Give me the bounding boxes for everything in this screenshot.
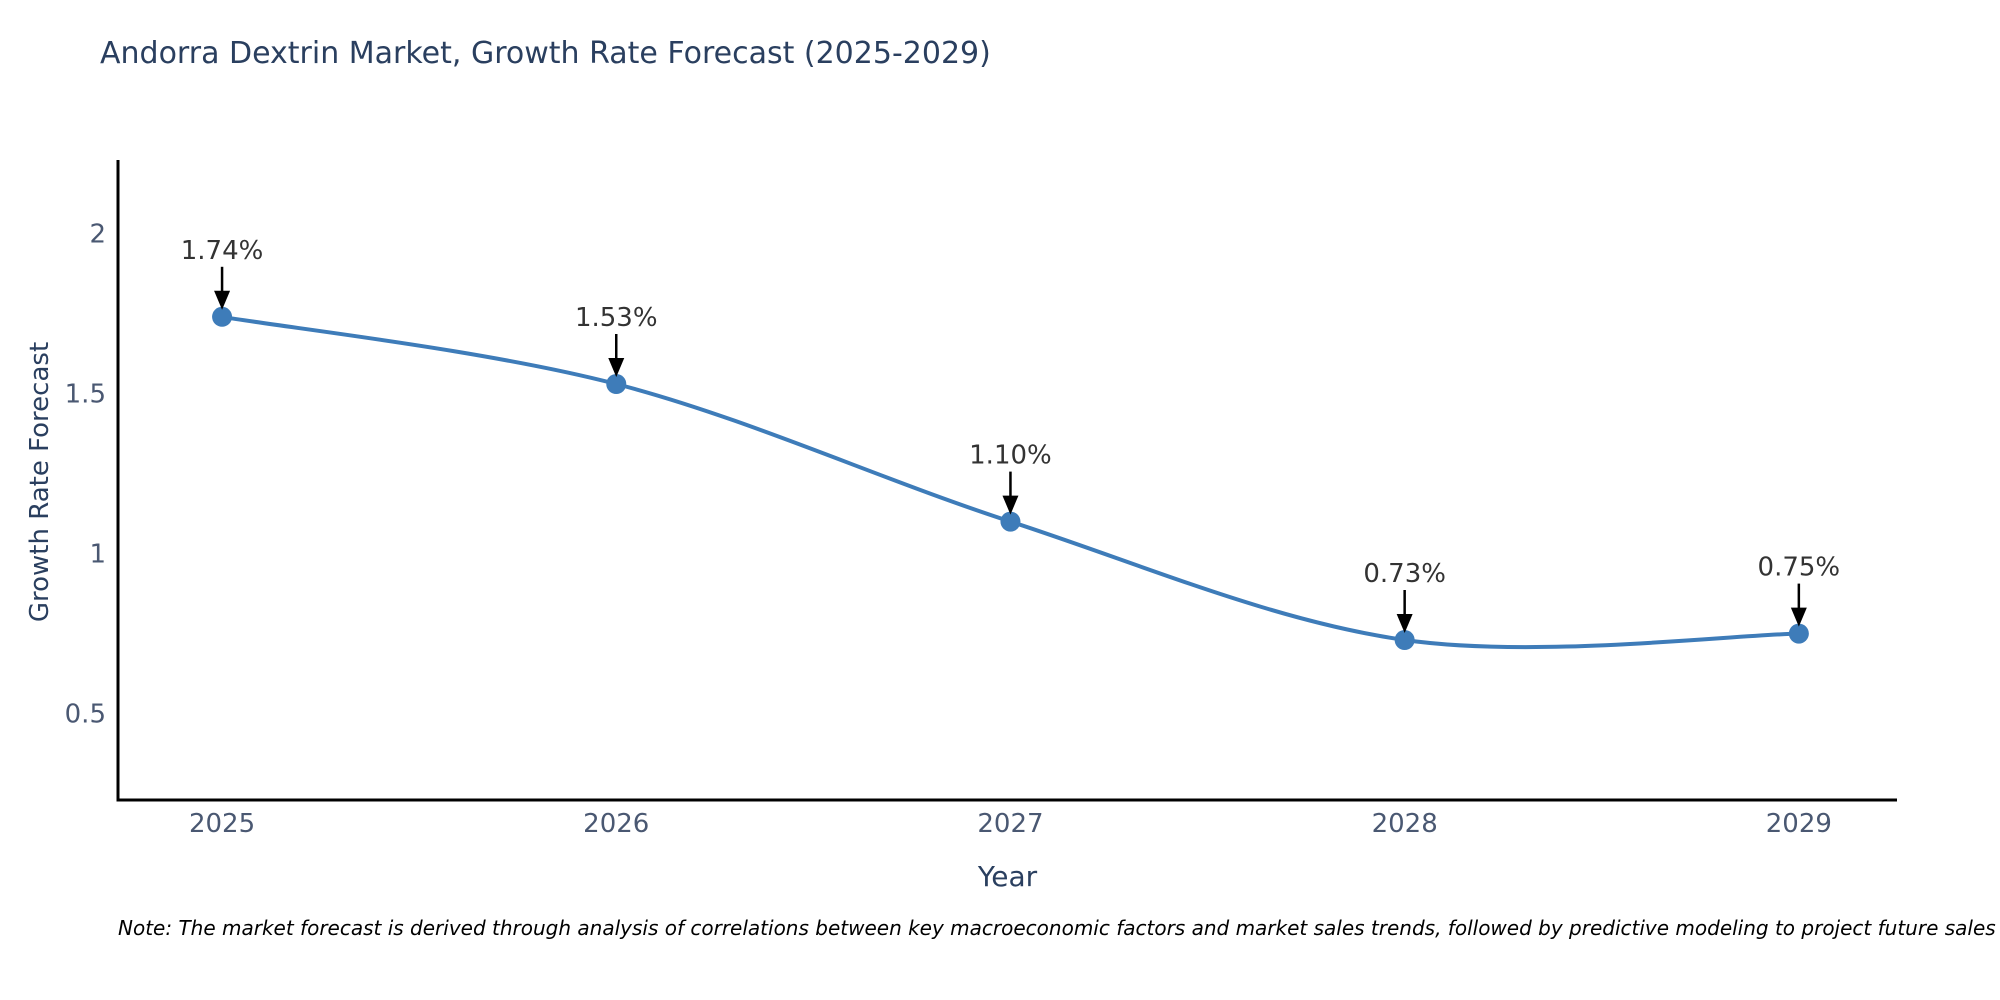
data-point-marker <box>212 306 233 327</box>
y-tick-label: 0.5 <box>65 700 106 730</box>
point-value-label: 0.75% <box>1758 553 1841 583</box>
y-tick-label: 1 <box>89 540 106 570</box>
x-tick-label: 2029 <box>1766 809 1832 839</box>
point-value-label: 1.74% <box>181 236 264 266</box>
y-axis-title: Growth Rate Forecast <box>25 341 55 623</box>
annotation-arrowhead-icon <box>1002 495 1019 515</box>
annotation-arrowhead-icon <box>214 290 231 310</box>
y-tick-label: 2 <box>89 220 106 250</box>
data-point-marker <box>1394 630 1415 650</box>
point-value-label: 1.53% <box>575 303 658 333</box>
chart-title: Andorra Dextrin Market, Growth Rate Fore… <box>100 36 991 71</box>
annotation-arrowhead-icon <box>1396 614 1413 633</box>
footnote: Note: The market forecast is derived thr… <box>118 916 1996 940</box>
annotation-arrowhead-icon <box>608 358 625 377</box>
annotation-layer: 1.74% 1.53% 1.10% 0.73% 0.75% <box>181 236 1840 633</box>
data-point-marker <box>606 374 627 394</box>
tick-layer: 0.5 1 1.5 2 2025 2026 2027 2028 2029 <box>65 220 1832 839</box>
x-tick-label: 2025 <box>189 809 255 839</box>
x-tick-label: 2026 <box>583 809 649 839</box>
x-tick-label: 2027 <box>977 809 1043 839</box>
x-axis-title: Year <box>977 860 1038 893</box>
annotation-arrowhead-icon <box>1790 607 1807 627</box>
data-point-marker <box>1000 511 1021 532</box>
point-value-label: 0.73% <box>1363 559 1446 589</box>
y-tick-label: 1.5 <box>65 380 106 410</box>
point-value-label: 1.10% <box>969 441 1052 471</box>
data-point-marker <box>1788 623 1809 644</box>
x-tick-label: 2028 <box>1372 809 1438 839</box>
series-layer <box>212 306 1809 650</box>
